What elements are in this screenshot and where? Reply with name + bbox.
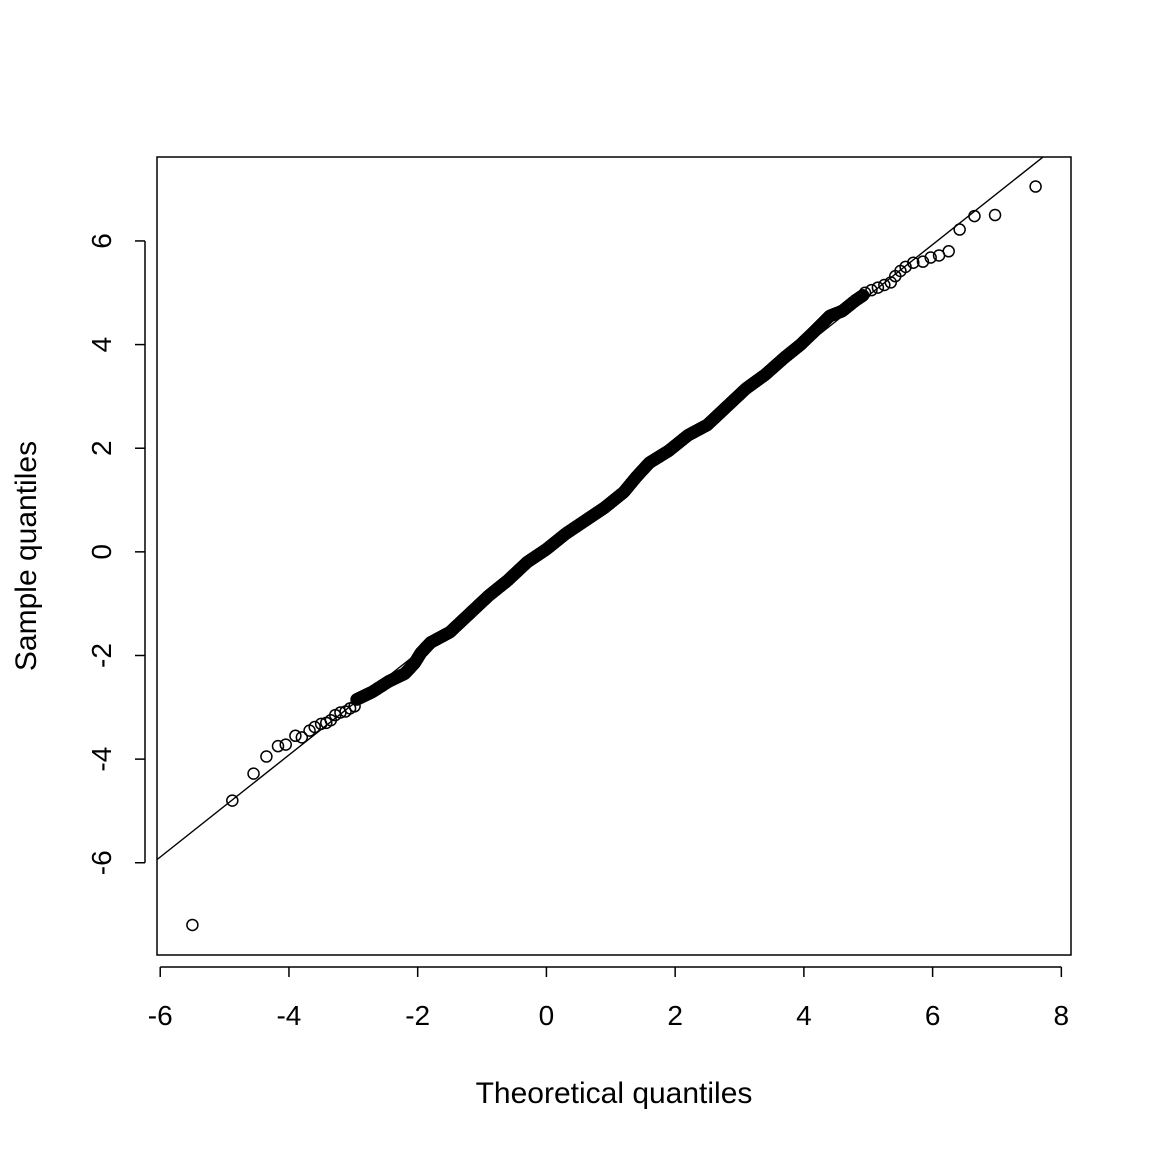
data-point [289, 729, 302, 743]
plot-frame [156, 156, 1072, 956]
data-point [871, 281, 885, 294]
x-tick-label: -6 [148, 1000, 173, 1031]
data-point [226, 794, 239, 807]
data-point [907, 256, 920, 269]
data-point [942, 245, 955, 258]
data-point [295, 731, 309, 744]
y-tick-label: 0 [86, 544, 117, 560]
data-point [916, 255, 930, 268]
y-tick-label: 2 [86, 440, 117, 456]
y-tick-label: -6 [86, 850, 117, 875]
data-point [968, 209, 981, 223]
data-point [279, 738, 292, 751]
data-point [953, 223, 966, 236]
y-tick-label: -2 [86, 643, 117, 668]
data-point [186, 918, 199, 932]
y-tick-label: 6 [86, 233, 117, 249]
x-tick-label: 4 [796, 1000, 812, 1031]
y-tick-label: -4 [86, 747, 117, 772]
data-point [878, 278, 891, 292]
data-point [988, 208, 1002, 222]
data-point [271, 739, 285, 753]
data-point [884, 276, 898, 289]
x-tick-label: 0 [539, 1000, 555, 1031]
x-tick-label: -4 [276, 1000, 301, 1031]
x-tick-label: 2 [667, 1000, 683, 1031]
data-point [308, 720, 321, 734]
data-point [260, 750, 273, 763]
x-tick-label: 6 [925, 1000, 941, 1031]
data-point [1029, 180, 1042, 193]
data-point [247, 767, 260, 780]
data-point [856, 289, 870, 302]
y-axis-title: Sample quantiles [10, 441, 43, 671]
x-tick-label: 8 [1054, 1000, 1070, 1031]
x-axis-title: Theoretical quantiles [476, 1077, 753, 1110]
data-point [924, 251, 937, 264]
data-point [899, 260, 912, 274]
y-tick-label: 4 [86, 337, 117, 353]
x-tick-label: -2 [405, 1000, 430, 1031]
